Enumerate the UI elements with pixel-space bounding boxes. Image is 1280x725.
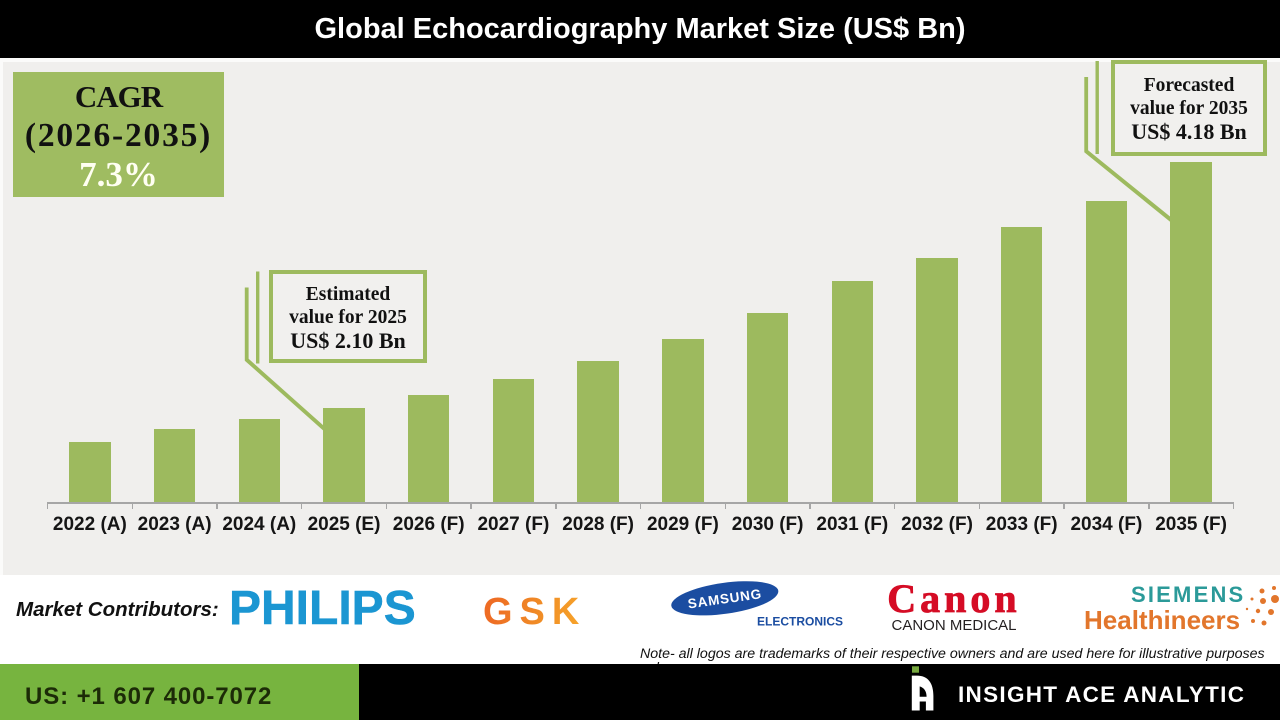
svg-text:ELECTRONICS: ELECTRONICS — [757, 615, 843, 629]
